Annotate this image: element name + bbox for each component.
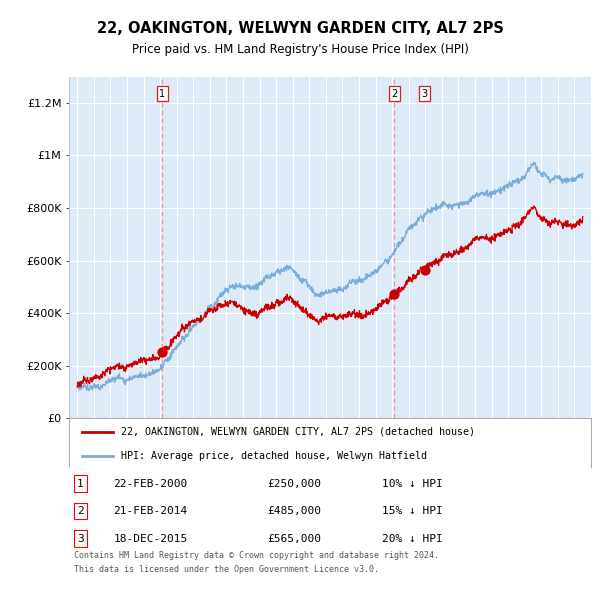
Text: 22, OAKINGTON, WELWYN GARDEN CITY, AL7 2PS (detached house): 22, OAKINGTON, WELWYN GARDEN CITY, AL7 2…: [121, 427, 475, 437]
Text: 1: 1: [77, 478, 84, 489]
Text: 10% ↓ HPI: 10% ↓ HPI: [382, 478, 443, 489]
Text: This data is licensed under the Open Government Licence v3.0.: This data is licensed under the Open Gov…: [74, 565, 379, 574]
Point: [389, 290, 399, 299]
Text: Contains HM Land Registry data © Crown copyright and database right 2024.: Contains HM Land Registry data © Crown c…: [74, 550, 439, 559]
Text: 22, OAKINGTON, WELWYN GARDEN CITY, AL7 2PS: 22, OAKINGTON, WELWYN GARDEN CITY, AL7 2…: [97, 21, 503, 36]
Text: 3: 3: [422, 88, 428, 99]
Text: 15% ↓ HPI: 15% ↓ HPI: [382, 506, 443, 516]
Text: 21-FEB-2014: 21-FEB-2014: [113, 506, 188, 516]
Text: 2: 2: [391, 88, 398, 99]
Point: [158, 348, 167, 357]
Point: [110, 452, 117, 459]
Text: 22-FEB-2000: 22-FEB-2000: [113, 478, 188, 489]
Text: £250,000: £250,000: [268, 478, 322, 489]
Text: 20% ↓ HPI: 20% ↓ HPI: [382, 533, 443, 543]
Point: [79, 428, 86, 435]
Text: 2: 2: [77, 506, 84, 516]
Point: [110, 428, 117, 435]
Text: Price paid vs. HM Land Registry's House Price Index (HPI): Price paid vs. HM Land Registry's House …: [131, 43, 469, 56]
Text: 1: 1: [160, 88, 166, 99]
Text: £485,000: £485,000: [268, 506, 322, 516]
Point: [79, 452, 86, 459]
Text: £565,000: £565,000: [268, 533, 322, 543]
Point: [420, 265, 430, 274]
Text: HPI: Average price, detached house, Welwyn Hatfield: HPI: Average price, detached house, Welw…: [121, 451, 427, 461]
Text: 18-DEC-2015: 18-DEC-2015: [113, 533, 188, 543]
Text: 3: 3: [77, 533, 84, 543]
